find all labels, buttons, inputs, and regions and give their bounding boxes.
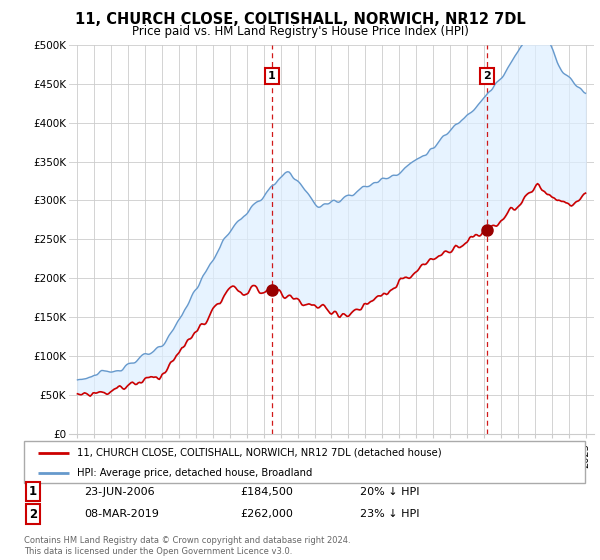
Text: Contains HM Land Registry data © Crown copyright and database right 2024.
This d: Contains HM Land Registry data © Crown c…	[24, 536, 350, 556]
Text: 1: 1	[29, 485, 37, 498]
Text: 2: 2	[29, 507, 37, 521]
Text: 23% ↓ HPI: 23% ↓ HPI	[360, 509, 419, 519]
Text: 1: 1	[268, 71, 275, 81]
Text: Price paid vs. HM Land Registry's House Price Index (HPI): Price paid vs. HM Land Registry's House …	[131, 25, 469, 38]
Text: 11, CHURCH CLOSE, COLTISHALL, NORWICH, NR12 7DL: 11, CHURCH CLOSE, COLTISHALL, NORWICH, N…	[74, 12, 526, 27]
Text: £262,000: £262,000	[240, 509, 293, 519]
Text: 08-MAR-2019: 08-MAR-2019	[84, 509, 159, 519]
Text: 23-JUN-2006: 23-JUN-2006	[84, 487, 155, 497]
Text: HPI: Average price, detached house, Broadland: HPI: Average price, detached house, Broa…	[77, 468, 313, 478]
Text: 20% ↓ HPI: 20% ↓ HPI	[360, 487, 419, 497]
Text: £184,500: £184,500	[240, 487, 293, 497]
Text: 11, CHURCH CLOSE, COLTISHALL, NORWICH, NR12 7DL (detached house): 11, CHURCH CLOSE, COLTISHALL, NORWICH, N…	[77, 447, 442, 458]
Text: 2: 2	[483, 71, 491, 81]
